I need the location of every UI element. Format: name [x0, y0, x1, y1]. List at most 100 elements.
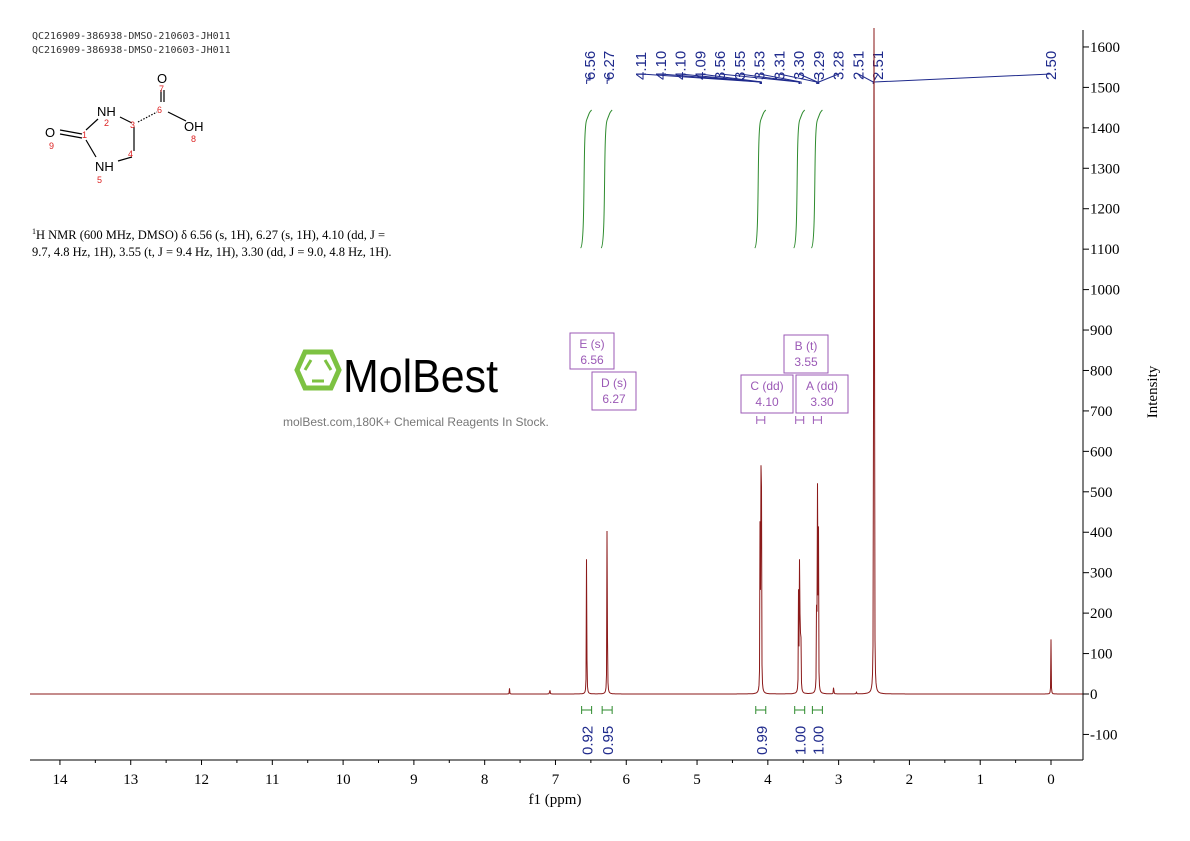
multiplet-label: C (dd): [750, 379, 783, 393]
multiplet-shift: 3.30: [810, 395, 834, 409]
y-tick-label: 1300: [1090, 161, 1120, 177]
atom-number: 2: [104, 118, 109, 128]
x-axis-label: f1 (ppm): [529, 792, 582, 808]
multiplet-box: [591, 371, 637, 411]
peak-label-connector: [818, 73, 839, 84]
watermark: MolBest molBest.com,180K+ Chemical Reage…: [283, 349, 549, 429]
multiplet-label: A (dd): [806, 379, 838, 393]
atom-number: 8: [191, 134, 196, 144]
y-tick-label: 100: [1090, 647, 1113, 663]
sample-id-line-1: QC216909-386938-DMSO-210603-JH011: [32, 31, 231, 42]
atom-number: 3: [130, 120, 135, 130]
x-tick-label: 6: [623, 772, 631, 788]
y-tick-label: 0: [1090, 687, 1098, 703]
watermark-tagline: molBest.com,180K+ Chemical Reagents In S…: [283, 415, 549, 429]
multiplet-range: [812, 416, 822, 424]
integral-value: 0.99: [754, 726, 771, 755]
multiplet-range: [756, 416, 766, 424]
y-tick-label: 900: [1090, 323, 1113, 339]
peak-label: 0.00: [0, 0, 29, 4]
y-tick-label: 700: [1090, 404, 1113, 420]
integral-value: 0.92: [580, 726, 597, 755]
x-tick-label: 4: [764, 772, 772, 788]
spectrum-line: [30, 27, 1083, 695]
peak-label: 4.11: [633, 52, 650, 80]
peak-label: 3.56: [712, 51, 729, 80]
integral-curve: [754, 109, 767, 249]
x-tick-label: 10: [336, 772, 351, 788]
y-axis-label: Intensity: [1145, 365, 1161, 418]
y-tick-label: 400: [1090, 525, 1113, 541]
x-tick-label: 9: [410, 772, 418, 788]
y-tick-label: 1400: [1090, 121, 1120, 137]
x-tick-label: 2: [906, 772, 914, 788]
multiplet-shift: 4.10: [755, 395, 779, 409]
multiplet-label: B (t): [795, 339, 818, 353]
multiplet-shift: 6.56: [580, 353, 604, 367]
x-tick-label: 8: [481, 772, 489, 788]
peak-label-connector: [798, 73, 818, 84]
integral-bracket: [794, 706, 806, 714]
multiplet-box: [740, 374, 794, 414]
x-tick-label: 0: [1047, 772, 1055, 788]
peak-label: 4.09: [692, 51, 709, 80]
peak-label-connector: [700, 73, 762, 84]
peak-label: 2.51: [850, 51, 867, 80]
atom-nh2: NH: [97, 104, 116, 119]
multiplet-label: E (s): [579, 337, 604, 351]
atom-number: 6: [157, 105, 162, 115]
atom-number: 1: [82, 130, 87, 140]
integral-curve: [600, 109, 613, 249]
x-tick-label: 5: [693, 772, 701, 788]
atom-number: 7: [159, 84, 164, 94]
integral-bracket: [601, 706, 613, 714]
x-tick-label: 14: [52, 772, 68, 788]
multiplet-box: [795, 374, 849, 414]
y-tick-label: 600: [1090, 444, 1113, 460]
y-tick-label: 1100: [1090, 242, 1119, 258]
sample-id-line-2: QC216909-386938-DMSO-210603-JH011: [32, 45, 231, 56]
peak-label: 4.10: [653, 51, 670, 80]
watermark-logo-bond: [303, 359, 313, 371]
peak-label: 3.30: [791, 51, 808, 80]
atom-o7: O: [157, 71, 167, 86]
peak-label-connector: [759, 73, 802, 84]
superscript: 1: [32, 227, 36, 236]
atom-number: 9: [49, 141, 54, 151]
x-tick-label: 11: [265, 772, 279, 788]
multiplet-label: D (s): [601, 376, 627, 390]
x-tick-label: 3: [835, 772, 843, 788]
nmr-description: 1H NMR (600 MHz, DMSO) δ 6.56 (s, 1H), 6…: [32, 223, 392, 261]
y-tick-label: 200: [1090, 606, 1113, 622]
y-tick-label: 1000: [1090, 283, 1120, 299]
x-tick-label: 1: [976, 772, 984, 788]
watermark-logo: [294, 349, 342, 391]
atom-number: 4: [128, 149, 133, 159]
multiplet-range: [795, 416, 805, 424]
peak-label: 6.27: [601, 51, 618, 80]
peak-label: 3.29: [811, 51, 828, 80]
integral-curve: [580, 109, 592, 249]
y-tick-label: 800: [1090, 363, 1113, 379]
integral-curve: [810, 109, 823, 249]
peak-label-connector: [586, 74, 591, 84]
peak-label: 3.31: [771, 51, 788, 80]
peak-label: 3.28: [831, 51, 848, 80]
y-tick-label: 1200: [1090, 202, 1120, 218]
x-tick-label: 7: [552, 772, 560, 788]
y-tick-label: -100: [1090, 727, 1118, 743]
peak-label: 6.56: [582, 51, 599, 80]
integral-value: 0.95: [600, 726, 617, 755]
y-tick-label: 1600: [1090, 40, 1120, 56]
peak-label: 3.55: [732, 51, 749, 80]
y-tick-label: 300: [1090, 566, 1113, 582]
x-tick-label: 12: [194, 772, 209, 788]
peak-label: 4.10: [673, 51, 690, 80]
peak-label: 2.51: [870, 51, 887, 80]
peak-label: 3.53: [752, 51, 769, 80]
integral-bracket: [811, 706, 823, 714]
atom-o9: O: [45, 125, 55, 140]
integral-curve: [793, 109, 806, 249]
